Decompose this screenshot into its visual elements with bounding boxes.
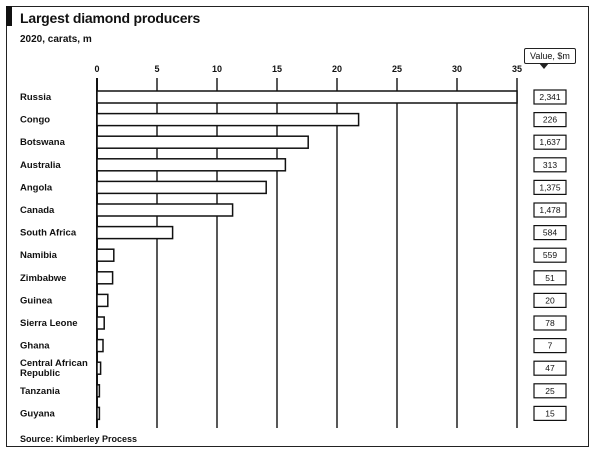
category-label: Angola (20, 182, 53, 193)
value-label: 7 (548, 341, 553, 351)
bar (96, 203, 234, 217)
value-label: 1,637 (539, 137, 561, 147)
value-box (533, 134, 567, 150)
value-box (533, 247, 567, 263)
x-tick-label: 15 (272, 64, 282, 74)
title-accent (6, 6, 12, 26)
category-label: Botswana (20, 137, 66, 148)
value-box (533, 157, 567, 173)
bar (96, 406, 101, 421)
category-label: Australia (20, 160, 61, 171)
bar (96, 135, 309, 149)
value-box (533, 179, 567, 195)
value-label: 25 (545, 386, 555, 396)
value-box (533, 225, 567, 241)
value-box (533, 292, 567, 308)
category-label: Russia (20, 92, 52, 103)
category-label: South Africa (20, 228, 77, 239)
bar (96, 158, 287, 172)
value-label: 584 (543, 228, 557, 238)
value-box (533, 315, 567, 331)
value-label: 15 (545, 408, 555, 418)
chart-subtitle: 2020, carats, m (20, 34, 92, 45)
value-label: 1,478 (539, 205, 561, 215)
x-tick-label: 20 (332, 64, 342, 74)
chart-source: Source: Kimberley Process (20, 434, 138, 444)
value-box (533, 202, 567, 218)
category-label: Central African Republic (20, 358, 88, 379)
value-label: 47 (545, 363, 555, 373)
value-box (533, 270, 567, 286)
bar (96, 271, 114, 285)
value-label: 559 (543, 250, 557, 260)
value-box (533, 89, 567, 105)
value-box (533, 405, 567, 421)
bar (96, 316, 105, 330)
value-label: 226 (543, 115, 557, 125)
category-label: Guinea (20, 295, 53, 306)
category-label: Zimbabwe (20, 273, 66, 284)
x-tick-label: 5 (154, 64, 159, 74)
bar (96, 384, 101, 398)
bar (96, 361, 102, 375)
bar (96, 338, 104, 353)
category-label: Tanzania (20, 386, 61, 397)
value-label: 313 (543, 160, 557, 170)
category-label: Canada (20, 205, 55, 216)
value-label: 2,341 (539, 92, 561, 102)
category-label: Guyana (20, 408, 56, 419)
category-label: Sierra Leone (20, 318, 78, 329)
x-tick-label: 10 (212, 64, 222, 74)
x-tick-label: 30 (452, 64, 462, 74)
value-box (533, 360, 567, 376)
value-label: 51 (545, 273, 555, 283)
value-box (533, 383, 567, 399)
chart-frame (6, 6, 589, 447)
bar (96, 225, 174, 240)
value-label: 78 (545, 318, 555, 328)
value-box (533, 111, 567, 128)
value-box (533, 338, 567, 354)
value-column-header: Value, $m (524, 48, 576, 69)
chart-title: Largest diamond producers (20, 10, 201, 26)
bar (96, 112, 360, 127)
bar (96, 248, 115, 262)
bar (96, 90, 518, 104)
category-label: Ghana (20, 341, 50, 352)
x-tick-label: 0 (94, 64, 99, 74)
value-label: 1,375 (539, 182, 561, 192)
x-tick-label: 25 (392, 64, 402, 74)
bar (96, 293, 109, 308)
x-tick-label: 35 (512, 64, 522, 74)
category-label: Congo (20, 115, 50, 126)
bar (96, 180, 267, 195)
value-label: 20 (545, 295, 555, 305)
category-label: Namibia (20, 250, 58, 261)
